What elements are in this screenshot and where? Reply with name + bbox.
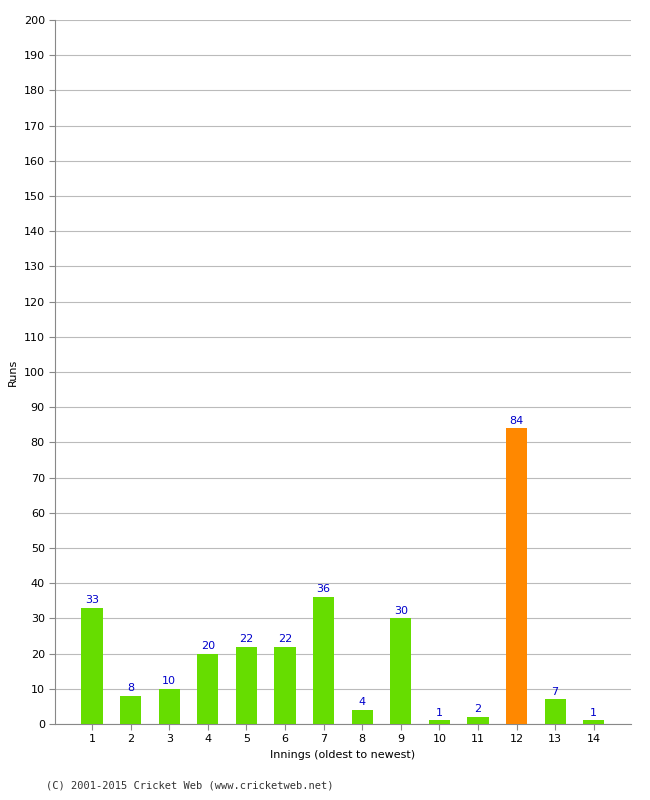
Y-axis label: Runs: Runs	[8, 358, 18, 386]
Bar	[390, 618, 411, 724]
Text: 2: 2	[474, 704, 482, 714]
X-axis label: Innings (oldest to newest): Innings (oldest to newest)	[270, 750, 415, 760]
Bar	[583, 721, 605, 724]
Bar	[120, 696, 141, 724]
Bar	[274, 646, 296, 724]
Text: 7: 7	[552, 686, 559, 697]
Text: 1: 1	[436, 708, 443, 718]
Text: 20: 20	[201, 641, 215, 650]
Text: 30: 30	[394, 606, 408, 615]
Text: 22: 22	[278, 634, 292, 644]
Bar	[352, 710, 373, 724]
Bar	[313, 598, 334, 724]
Bar	[81, 608, 103, 724]
Bar	[159, 689, 180, 724]
Text: (C) 2001-2015 Cricket Web (www.cricketweb.net): (C) 2001-2015 Cricket Web (www.cricketwe…	[46, 781, 333, 790]
Text: 8: 8	[127, 683, 134, 693]
Text: 10: 10	[162, 676, 176, 686]
Bar	[236, 646, 257, 724]
Bar	[467, 717, 489, 724]
Bar	[506, 428, 527, 724]
Bar	[197, 654, 218, 724]
Text: 36: 36	[317, 585, 331, 594]
Text: 33: 33	[85, 595, 99, 605]
Text: 22: 22	[239, 634, 254, 644]
Text: 84: 84	[510, 415, 524, 426]
Text: 1: 1	[590, 708, 597, 718]
Bar	[545, 699, 566, 724]
Bar	[429, 721, 450, 724]
Text: 4: 4	[359, 697, 366, 707]
